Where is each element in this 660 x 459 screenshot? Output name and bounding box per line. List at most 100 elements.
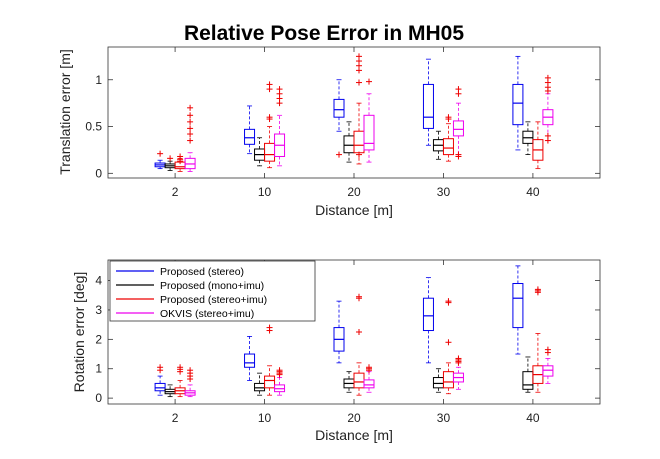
- box-iqr: [363, 114, 375, 151]
- x-tick-label: 20: [347, 185, 361, 199]
- box-iqr: [442, 138, 454, 156]
- x-tick-label: 30: [437, 411, 451, 425]
- rotation-error-panel: 0 1 2 3 4 2 10 20 30 40 Distance [m] Rotation error…: [71, 259, 601, 443]
- x-axis-label: Distance [m]: [315, 427, 393, 443]
- x-tick-label: 10: [258, 411, 272, 425]
- outlier-marker: [544, 137, 551, 144]
- outlier-marker: [445, 299, 452, 306]
- x-tick-label: 10: [258, 185, 272, 199]
- x-axis-label: Distance [m]: [315, 202, 393, 218]
- x-tick-label: 40: [526, 185, 540, 199]
- box-okvis-stereo-imu--30: [452, 355, 464, 390]
- outlier-marker: [276, 100, 283, 107]
- outlier-marker: [445, 339, 452, 346]
- outlier-marker: [157, 150, 164, 157]
- box-iqr: [353, 130, 365, 154]
- box-proposed-stereo--20: [333, 300, 345, 364]
- box-iqr: [254, 382, 266, 392]
- outlier-marker: [276, 371, 283, 378]
- box-okvis-stereo-imu--2: [184, 104, 196, 172]
- outlier-marker: [187, 137, 194, 144]
- y-tick-label: 0: [95, 166, 102, 180]
- box-iqr: [432, 377, 444, 389]
- box-iqr: [353, 372, 365, 389]
- box-proposed-stereo-imu--2: [174, 153, 186, 172]
- outlier-marker: [356, 79, 362, 86]
- box-proposed-stereo-imu--30: [442, 298, 454, 395]
- box-proposed-stereo--40: [512, 55, 524, 151]
- outlier-marker: [187, 376, 194, 383]
- outlier-marker: [187, 112, 194, 119]
- outlier-marker: [544, 349, 551, 356]
- box-proposed-stereo--10: [244, 105, 256, 155]
- x-tick-label: 2: [172, 185, 179, 199]
- outlier-marker: [455, 90, 462, 97]
- outlier-marker: [177, 368, 184, 375]
- box-proposed-stereo-imu--30: [442, 114, 454, 162]
- y-tick-label: 1: [95, 73, 102, 87]
- legend-entry: Proposed (mono+imu): [160, 280, 264, 292]
- box-proposed-stereo-imu--10: [264, 81, 276, 169]
- box-iqr: [452, 120, 464, 137]
- x-tick-label: 30: [437, 185, 451, 199]
- legend: Proposed (stereo) Proposed (mono+imu) Prop…: [109, 260, 316, 322]
- box-proposed-stereo-imu--40: [532, 121, 544, 170]
- outlier-marker: [266, 116, 273, 123]
- box-okvis-stereo-imu--2: [184, 367, 196, 398]
- outlier-marker: [356, 67, 362, 74]
- box-proposed-stereo-imu--10: [264, 324, 276, 396]
- outlier-marker: [356, 295, 362, 302]
- outlier-marker: [366, 78, 372, 85]
- outlier-marker: [157, 367, 164, 374]
- legend-entry: OKVIS (stereo+imu): [160, 308, 254, 320]
- outlier-marker: [534, 289, 541, 296]
- box-okvis-stereo-imu--20: [363, 78, 375, 163]
- outlier-marker: [266, 86, 273, 93]
- box-okvis-stereo-imu--20: [363, 364, 375, 393]
- box-proposed-stereo--2: [154, 150, 166, 170]
- box-iqr: [333, 98, 345, 118]
- box-iqr: [264, 142, 276, 162]
- box-proposed-mono-imu--40: [522, 121, 534, 156]
- outlier-marker: [187, 125, 194, 132]
- y-axis-label: Translation error [m]: [57, 49, 73, 175]
- outlier-marker: [187, 118, 194, 125]
- y-tick-label: 2: [95, 332, 102, 346]
- outlier-marker: [177, 158, 184, 165]
- y-tick-label: 4: [95, 274, 102, 288]
- x-tick-label: 20: [347, 411, 361, 425]
- outlier-marker: [266, 327, 273, 334]
- y-tick-label: 1: [95, 362, 102, 376]
- outlier-marker: [356, 151, 362, 158]
- outlier-marker: [356, 329, 362, 335]
- outlier-marker: [187, 131, 194, 138]
- box-proposed-mono-imu--30: [432, 368, 444, 393]
- box-proposed-stereo-imu--20: [353, 293, 365, 396]
- outlier-marker: [445, 116, 452, 123]
- translation-error-panel: 0 0.5 1 2 10 20 30 40 Distance [m] Translation er…: [57, 46, 601, 218]
- box-okvis-stereo-imu--10: [274, 86, 286, 167]
- box-iqr: [542, 365, 554, 377]
- box-proposed-mono-imu--10: [254, 372, 266, 396]
- y-tick-label: 3: [95, 303, 102, 317]
- outlier-marker: [455, 359, 462, 366]
- y-tick-label: 0: [95, 391, 102, 405]
- y-tick-label: 0.5: [85, 120, 102, 134]
- box-iqr: [422, 83, 434, 129]
- box-iqr: [522, 371, 534, 390]
- y-axis-label: Rotation error [deg]: [71, 272, 87, 393]
- x-tick-label: 2: [172, 411, 179, 425]
- legend-entry: Proposed (stereo): [160, 266, 244, 278]
- box-proposed-mono-imu--40: [522, 356, 534, 393]
- x-tick-label: 40: [526, 411, 540, 425]
- box-proposed-stereo--30: [422, 58, 434, 146]
- box-okvis-stereo-imu--40: [542, 346, 554, 384]
- box-proposed-stereo--30: [422, 277, 434, 364]
- box-iqr: [244, 353, 256, 368]
- box-proposed-mono-imu--30: [432, 130, 444, 160]
- box-okvis-stereo-imu--10: [274, 367, 286, 396]
- chart-title: Relative Pose Error in MH05: [184, 22, 464, 45]
- box-iqr: [512, 83, 524, 126]
- box-proposed-mono-imu--20: [343, 371, 355, 393]
